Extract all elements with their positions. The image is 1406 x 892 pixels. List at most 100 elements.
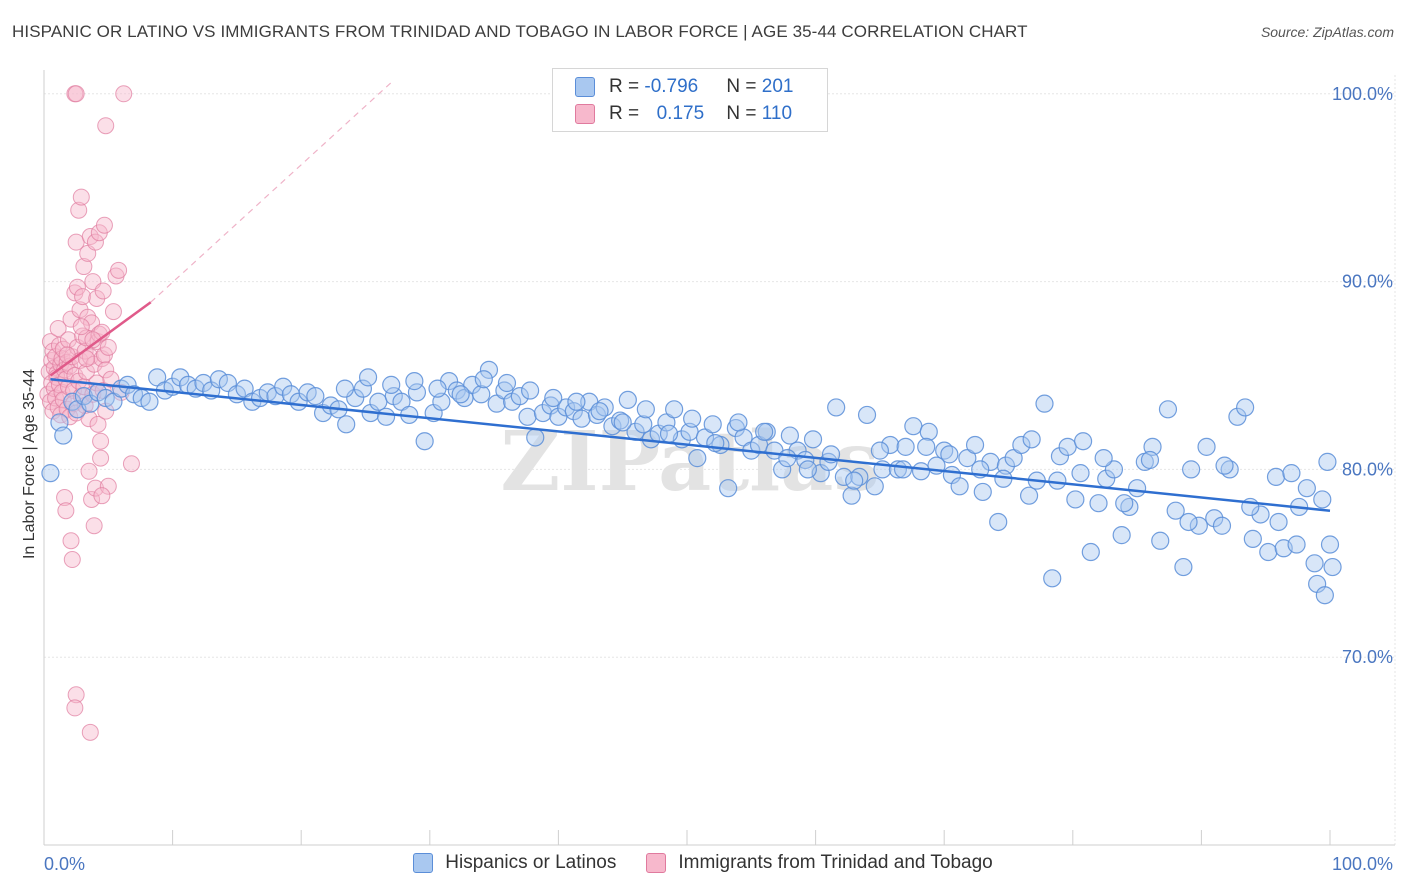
tick-labels: 70.0% 80.0% 90.0% 100.0% 0.0% 100.0% xyxy=(44,84,1393,874)
hispanic-point xyxy=(893,460,913,479)
trinidad-point xyxy=(80,462,98,480)
hispanic-point xyxy=(1012,435,1031,455)
hispanic-point xyxy=(904,417,923,436)
trinidad-point xyxy=(67,85,85,103)
trinidad-point xyxy=(62,532,80,550)
hispanic-point xyxy=(1212,516,1232,535)
hispanic-point xyxy=(407,383,427,402)
hispanic-point xyxy=(1197,437,1216,456)
hispanic-point xyxy=(857,405,877,425)
hispanic-point xyxy=(636,400,655,419)
hispanic-point xyxy=(798,460,817,479)
y-tick-label: 80.0% xyxy=(1342,459,1393,479)
hispanic-point xyxy=(703,415,722,434)
hispanic-point xyxy=(1315,586,1334,605)
hispanic-point xyxy=(1071,464,1090,483)
hispanic-point xyxy=(572,409,591,428)
hispanic-point xyxy=(1182,460,1201,479)
hispanic-point xyxy=(1066,490,1085,509)
hispanic-point xyxy=(618,390,637,410)
hispanic-trend-line xyxy=(50,378,1331,512)
hispanic-point xyxy=(803,430,823,449)
hispanic-points xyxy=(41,360,1342,605)
hispanic-point xyxy=(405,372,424,391)
trinidad-point xyxy=(99,338,117,356)
legend-item-hispanic: Hispanics or Latinos xyxy=(413,852,616,874)
hispanic-point xyxy=(1282,464,1301,483)
hispanic-point xyxy=(1081,542,1100,562)
hispanic-point xyxy=(842,486,861,505)
x-tick-label: 0.0% xyxy=(44,854,85,874)
trinidad-point xyxy=(85,517,103,535)
hispanic-point xyxy=(950,477,969,496)
trinidad-point xyxy=(56,489,74,507)
hispanic-point xyxy=(306,387,325,406)
hispanic-point xyxy=(1287,535,1306,554)
hispanic-point xyxy=(1073,432,1093,451)
legend-swatch-blue xyxy=(413,853,434,873)
hispanic-point xyxy=(1236,398,1255,417)
legend-label-trinidad: Immigrants from Trinidad and Tobago xyxy=(678,852,993,873)
chart-title: HISPANIC OR LATINO VS IMMIGRANTS FROM TR… xyxy=(12,22,1028,41)
hispanic-point xyxy=(1297,479,1316,498)
hispanic-point xyxy=(1035,394,1054,413)
hispanic-point xyxy=(940,445,959,464)
hispanic-point xyxy=(567,392,586,411)
hispanic-point xyxy=(118,375,137,394)
legend-n-value: 201 xyxy=(761,76,794,97)
hispanic-point xyxy=(335,379,355,398)
hispanic-point xyxy=(1112,526,1131,545)
trinidad-point xyxy=(83,490,101,508)
hispanic-point xyxy=(1174,557,1193,577)
legend-r-label: R = xyxy=(609,76,645,97)
legend-row-trinidad: R = 0.175 N = 110 xyxy=(575,101,792,127)
hispanic-point xyxy=(870,441,890,460)
series-legend: Hispanics or Latinos Immigrants from Tri… xyxy=(0,852,1406,874)
hispanic-point xyxy=(1266,467,1286,487)
trinidad-point xyxy=(72,318,90,336)
hispanic-point xyxy=(780,426,799,445)
trinidad-point xyxy=(57,502,75,520)
hispanic-point xyxy=(834,467,853,487)
trinidad-point xyxy=(95,216,113,234)
trinidad-point xyxy=(75,258,93,276)
hispanic-point xyxy=(194,373,213,393)
hispanic-point xyxy=(1228,407,1247,426)
hispanic-point xyxy=(41,464,60,483)
hispanic-point xyxy=(526,428,545,447)
hispanic-point xyxy=(729,413,748,432)
trinidad-point xyxy=(99,477,117,495)
trinidad-point xyxy=(74,288,92,306)
hispanic-point xyxy=(1305,554,1324,573)
hispanic-point xyxy=(358,368,378,387)
hispanic-point xyxy=(1019,486,1039,505)
trinidad-point xyxy=(104,303,122,321)
trinidad-point xyxy=(92,432,110,450)
hispanic-point xyxy=(518,407,537,426)
trinidad-point xyxy=(72,188,90,206)
hispanic-point xyxy=(1318,452,1337,471)
hispanic-point xyxy=(719,479,738,498)
hispanic-point xyxy=(1094,449,1113,468)
hispanic-point xyxy=(1043,569,1062,588)
hispanic-point xyxy=(209,370,228,389)
hispanic-point xyxy=(382,375,401,394)
hispanic-point xyxy=(415,432,434,451)
hispanic-point xyxy=(1323,557,1342,577)
trinidad-point xyxy=(92,449,110,467)
hispanic-point xyxy=(337,415,356,434)
hispanic-point xyxy=(989,512,1008,532)
hispanic-point xyxy=(74,387,93,406)
hispanic-point xyxy=(1269,512,1288,532)
trinidad-point xyxy=(110,261,128,279)
trinidad-point xyxy=(68,278,86,296)
hispanic-point xyxy=(376,407,396,426)
legend-label-hispanic: Hispanics or Latinos xyxy=(445,852,617,873)
hispanic-point xyxy=(1050,447,1070,466)
hispanic-point xyxy=(54,426,73,445)
trinidad-point xyxy=(70,201,88,219)
hispanic-point xyxy=(965,435,985,455)
hispanic-point xyxy=(1313,490,1332,509)
trinidad-point xyxy=(66,699,84,717)
